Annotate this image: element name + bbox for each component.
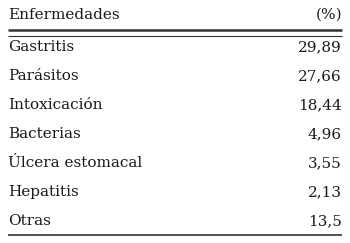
Text: 27,66: 27,66 xyxy=(298,69,342,83)
Text: 2,13: 2,13 xyxy=(308,185,342,199)
Text: Otras: Otras xyxy=(8,214,51,228)
Text: Enfermedades: Enfermedades xyxy=(8,8,120,22)
Text: Parásitos: Parásitos xyxy=(8,69,79,83)
Text: Gastritis: Gastritis xyxy=(8,40,74,54)
Text: Hepatitis: Hepatitis xyxy=(8,185,79,199)
Text: 3,55: 3,55 xyxy=(308,156,342,170)
Text: 29,89: 29,89 xyxy=(298,40,342,54)
Text: Bacterias: Bacterias xyxy=(8,127,81,141)
Text: Intoxicación: Intoxicación xyxy=(8,98,103,112)
Text: (%): (%) xyxy=(315,8,342,22)
Text: 4,96: 4,96 xyxy=(308,127,342,141)
Text: 18,44: 18,44 xyxy=(298,98,342,112)
Text: Úlcera estomacal: Úlcera estomacal xyxy=(8,156,142,170)
Text: 13,5: 13,5 xyxy=(308,214,342,228)
